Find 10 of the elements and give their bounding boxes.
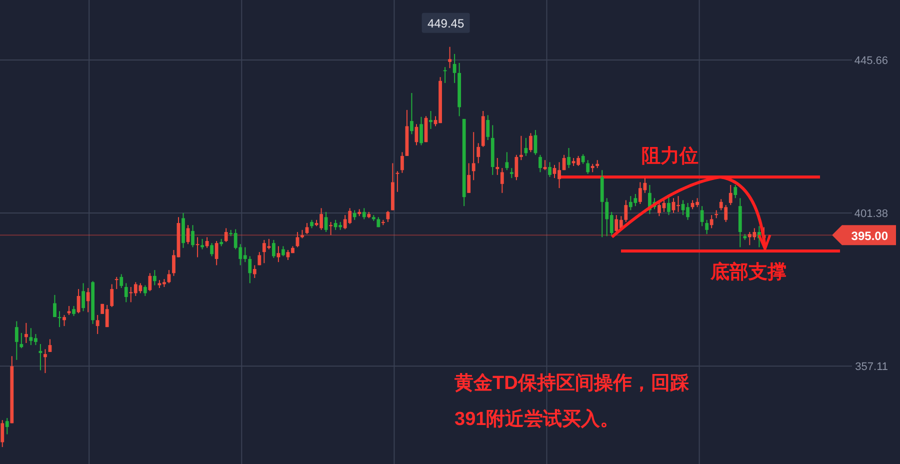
- y-tick-label: 401.38: [854, 208, 888, 220]
- ref-line-label: 阻力位: [641, 145, 698, 168]
- high-label: 449.45: [422, 12, 470, 33]
- annotation: 449.45: [427, 16, 464, 30]
- annotation: 391附近尝试买入。: [454, 408, 620, 430]
- y-tick-label: 445.66: [854, 54, 888, 67]
- ref-line-label: 395.00: [851, 229, 888, 244]
- legend-label: 底部支撑: [710, 261, 786, 284]
- y-tick-label: 357.11: [855, 361, 888, 374]
- annotation: 黄金TD保持区间操作，回踩: [454, 372, 690, 394]
